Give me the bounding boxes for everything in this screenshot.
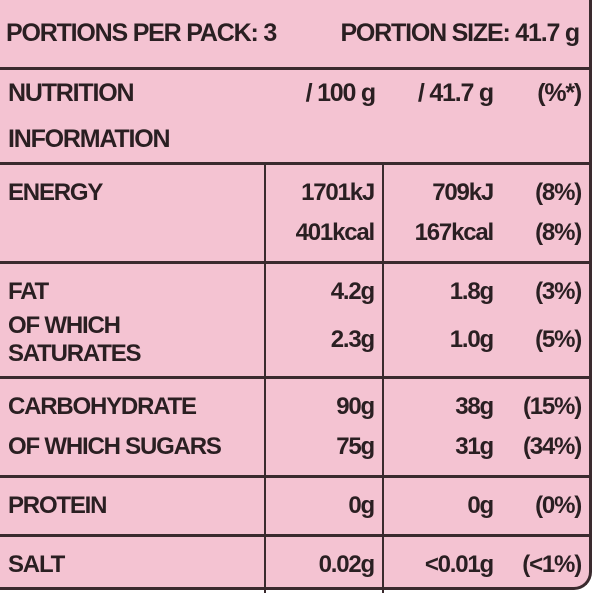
table-title: NUTRITION (8, 78, 134, 107)
nutrient-row: OF WHICH SUGARS 75g 31g (34%) (0, 427, 589, 477)
nutrient-name: CARBOHYDRATE (0, 376, 266, 427)
nutrient-name: OF WHICH SATURATES (0, 312, 266, 378)
nutrient-name: SALT (0, 534, 266, 593)
nutrient-value: 38g (383, 376, 501, 427)
nutrient-value: 90g (265, 376, 384, 427)
nutrient-value: 0g (383, 475, 501, 536)
nutrient-value: (3%) (501, 261, 589, 312)
column-header (265, 116, 383, 164)
nutrient-name: PROTEIN (0, 475, 266, 536)
nutrient-row: SALT 0.02g <0.01g (<1%) (0, 534, 589, 593)
nutrient-group: CARBOHYDRATE 90g 38g (15%) OF WHICH SUGARS 75… (0, 376, 589, 477)
nutrient-value: (8%) (501, 162, 589, 213)
nutrient-row: ENERGY 1701kJ 709kJ (8%) (0, 162, 589, 213)
nutrition-table: NUTRITION / 100 g / 41.7 g (%*) INFORMATION E… (0, 70, 589, 593)
nutrient-row: OF WHICH SATURATES 2.3g 1.0g (5%) (0, 312, 589, 378)
table-head: NUTRITION / 100 g / 41.7 g (%*) INFORMATION (0, 70, 589, 164)
nutrient-value: 1701kJ (265, 162, 384, 213)
nutrient-value: 1.8g (383, 261, 501, 312)
nutrient-value: 1.0g (449, 326, 494, 353)
nutrient-value: 0g (265, 475, 384, 536)
portion-size: PORTION SIZE: 41.7 g (340, 19, 580, 47)
nutrient-value: 4.2g (265, 261, 384, 312)
nutrient-row: 401kcal 167kcal (8%) (0, 213, 589, 263)
head-row: INFORMATION (0, 116, 589, 164)
nutrient-value: (8%) (535, 219, 582, 246)
nutrient-value: (5%) (535, 326, 582, 353)
nutrient-name: OF WHICH SUGARS (0, 427, 266, 477)
nutrient-value: 0.02g (265, 534, 384, 593)
nutrient-row: CARBOHYDRATE 90g 38g (15%) (0, 376, 589, 427)
column-header: / 41.7 g (417, 78, 494, 107)
nutrient-value: (0%) (501, 475, 589, 536)
portion-info: PORTIONS PER PACK: 3 PORTION SIZE: 41.7 … (0, 0, 589, 70)
nutrient-value: 2.3g (265, 312, 384, 378)
column-header: / 100 g (305, 78, 377, 107)
nutrient-value: 167kcal (414, 219, 495, 246)
nutrient-group: PROTEIN 0g 0g (0%) (0, 475, 589, 536)
nutrient-row: FAT 4.2g 1.8g (3%) (0, 261, 589, 312)
column-header (383, 116, 501, 164)
nutrient-value: 31g (455, 433, 494, 460)
nutrition-label: PORTIONS PER PACK: 3 PORTION SIZE: 41.7 … (0, 0, 592, 593)
nutrient-value: 401kcal (265, 213, 384, 263)
nutrient-name: ENERGY (0, 162, 266, 213)
nutrient-value: 709kJ (383, 162, 501, 213)
portions-per-pack: PORTIONS PER PACK: 3 (6, 19, 277, 47)
nutrient-group: ENERGY 1701kJ 709kJ (8%) 401kcal 167kcal (8%) (0, 162, 589, 263)
head-row: NUTRITION / 100 g / 41.7 g (%*) (0, 70, 589, 116)
nutrient-name: FAT (0, 261, 266, 312)
nutrient-value: 75g (265, 427, 384, 477)
nutrient-value: (34%) (522, 433, 582, 460)
nutrient-group: FAT 4.2g 1.8g (3%) OF WHICH SATURATES 2.3g 1.0… (0, 261, 589, 378)
column-header (501, 116, 589, 164)
nutrient-row: PROTEIN 0g 0g (0%) (0, 475, 589, 536)
table-title: INFORMATION (8, 124, 171, 153)
nutrient-value: (15%) (501, 376, 589, 427)
nutrient-group: SALT 0.02g <0.01g (<1%) (0, 534, 589, 593)
nutrient-value: (<1%) (501, 534, 589, 593)
column-header: (%*) (537, 78, 582, 107)
nutrient-name (0, 213, 266, 263)
nutrient-value: <0.01g (383, 534, 501, 593)
